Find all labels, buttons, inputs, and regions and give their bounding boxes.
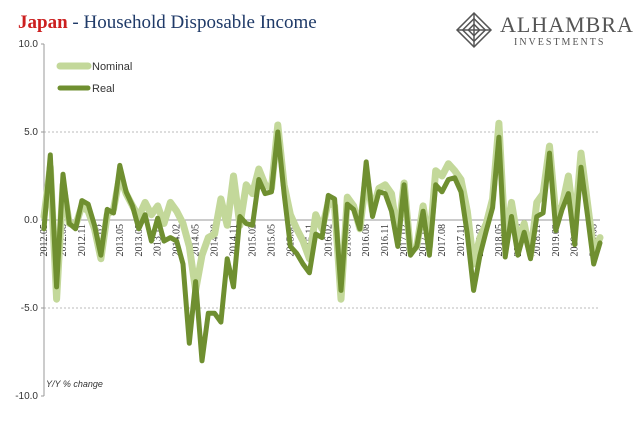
x-tick-label: 2016.02	[323, 224, 334, 257]
x-tick-label: 2012.08	[58, 224, 69, 257]
x-tick-label: 2017.05	[418, 224, 429, 257]
alhambra-logo: ALHAMBRA INVESTMENTS	[452, 8, 634, 52]
x-tick-label: 2016.11	[380, 224, 391, 256]
x-tick-label: 2018.11	[532, 224, 543, 256]
x-tick-label: 2017.08	[437, 224, 448, 257]
x-tick-label: 2017.11	[456, 224, 467, 256]
legend-label-nominal: Nominal	[92, 61, 132, 73]
chart-title: Japan - Household Disposable Income	[18, 12, 317, 34]
y-axis-unit-note: Y/Y % change	[46, 379, 103, 389]
x-tick-label: 2014.05	[191, 224, 202, 257]
x-tick-label: 2012.05	[39, 224, 50, 257]
x-tick-label: 2017.02	[399, 224, 410, 257]
series-line-real	[41, 129, 603, 364]
chart-title-rest: - Household Disposable Income	[67, 12, 317, 33]
x-tick-label: 2012.11	[77, 224, 88, 256]
logo-subtitle: INVESTMENTS	[514, 37, 606, 48]
alhambra-lattice-icon	[455, 11, 493, 49]
y-tick-label: -10.0	[15, 391, 38, 402]
y-tick-label: -5.0	[21, 303, 39, 314]
y-tick-label: 0.0	[24, 215, 38, 226]
x-tick-label: 2013.05	[115, 224, 126, 257]
y-tick-label: 5.0	[24, 127, 38, 138]
x-tick-label: 2014.11	[229, 224, 240, 256]
x-tick-label: 2018.05	[494, 224, 505, 257]
x-tick-label: 2015.05	[266, 224, 277, 257]
x-tick-label: 2016.08	[361, 224, 372, 257]
y-tick-label: 10.0	[19, 39, 39, 50]
x-tick-label: 2019.02	[551, 224, 562, 257]
legend-label-real: Real	[92, 83, 115, 95]
legend: Nominal Real	[56, 61, 132, 95]
x-tick-label: 2013.11	[153, 224, 164, 256]
x-tick-label: 2014.08	[210, 224, 221, 257]
x-tick-label: 2015.02	[248, 224, 259, 257]
series-layer	[40, 119, 604, 364]
series-line-nominal	[40, 119, 604, 303]
chart-title-accent: Japan	[18, 12, 68, 33]
x-tick-label: 2013.08	[134, 224, 145, 257]
logo-brand: ALHAMBRA	[500, 12, 634, 37]
